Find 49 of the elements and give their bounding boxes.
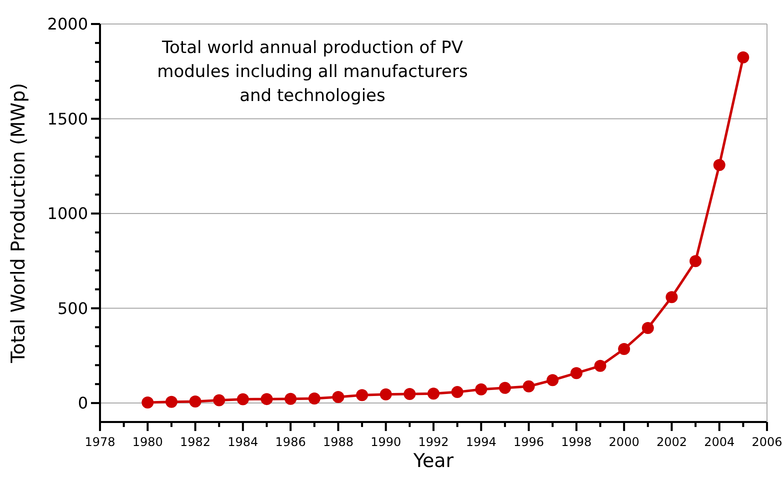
x-tick-label: 1984 xyxy=(228,435,258,449)
y-axis-title: Total World Production (MWp) xyxy=(8,82,30,364)
point xyxy=(666,291,678,304)
point xyxy=(522,380,535,392)
x-axis-title: Year xyxy=(412,450,454,472)
point xyxy=(332,390,344,403)
point xyxy=(498,382,511,394)
point xyxy=(165,396,178,408)
point xyxy=(428,388,440,400)
point xyxy=(236,393,249,406)
x-tick-label: 1996 xyxy=(514,435,544,449)
y-tick-label: 500 xyxy=(57,298,88,318)
x-tick-label: 2006 xyxy=(752,435,782,449)
point xyxy=(570,367,582,380)
annotation: Total world annual production of PV modules including all manufacturers and technologies xyxy=(156,37,469,108)
point xyxy=(737,51,750,64)
x-tick-label: 1990 xyxy=(370,435,402,449)
x-tick-label: 2002 xyxy=(656,435,687,449)
x-tick-label: 1986 xyxy=(275,435,306,449)
y-tick-label: 1500 xyxy=(47,109,88,128)
point xyxy=(404,388,416,400)
x-tick-label: 1980 xyxy=(132,435,163,449)
y-tick-label: 1000 xyxy=(47,204,88,224)
point xyxy=(475,383,488,396)
point xyxy=(213,394,226,406)
x-tick-label: 2004 xyxy=(704,435,735,449)
point xyxy=(618,343,630,356)
point xyxy=(380,388,392,400)
point xyxy=(284,392,297,405)
x-tick-label: 1998 xyxy=(561,435,592,449)
point xyxy=(260,393,273,406)
point xyxy=(356,389,368,402)
point xyxy=(713,159,726,172)
point xyxy=(546,374,559,386)
point xyxy=(690,255,702,268)
point xyxy=(142,396,154,408)
x-tick-label: 1994 xyxy=(466,435,496,449)
x-tick-label: 2000 xyxy=(608,435,640,449)
y-tick-label: 2000 xyxy=(47,14,88,34)
point xyxy=(189,396,202,408)
point xyxy=(308,392,320,404)
x-tick-label: 1988 xyxy=(322,435,354,449)
x-tick-label: 1982 xyxy=(180,435,211,449)
point xyxy=(451,386,464,398)
x-tick-label: 1992 xyxy=(418,435,449,449)
x-tick-label: 1978 xyxy=(84,435,116,449)
y-tick-label: 0 xyxy=(78,394,88,413)
point xyxy=(642,322,654,334)
point xyxy=(594,360,606,372)
